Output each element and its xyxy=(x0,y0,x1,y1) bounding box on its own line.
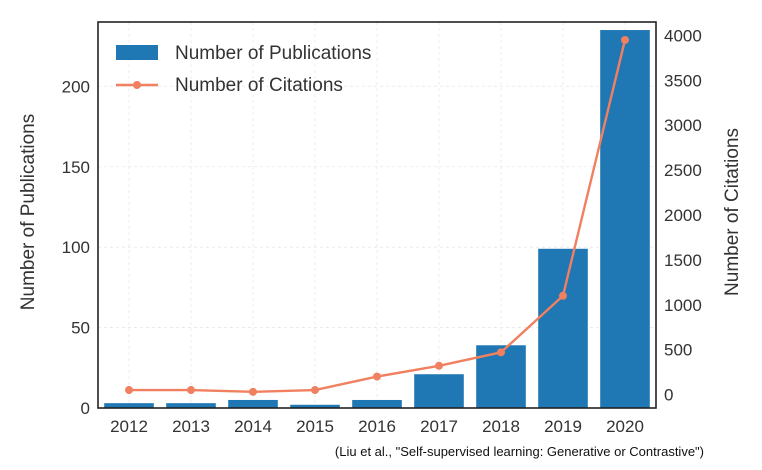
x-tick-label: 2017 xyxy=(420,417,458,436)
legend-label-publications: Number of Publications xyxy=(175,43,371,64)
bar-2015 xyxy=(290,404,340,408)
plot-frame xyxy=(97,21,657,409)
citation-point-2020 xyxy=(621,35,629,44)
y2-tick-label: 500 xyxy=(664,341,692,360)
citation-point-2018 xyxy=(497,348,505,357)
y2-tick-label: 1500 xyxy=(664,251,702,270)
y-tick-label: 200 xyxy=(62,77,90,96)
legend: Number of Publications Number of Citatio… xyxy=(116,43,371,96)
bar-2012 xyxy=(104,403,154,408)
bar-2017 xyxy=(414,374,464,408)
y-tick-label: 0 xyxy=(81,399,90,418)
x-tick-label: 2020 xyxy=(606,417,644,436)
x-tick-label: 2015 xyxy=(296,417,334,436)
legend-bar-swatch xyxy=(116,45,158,60)
y2-tick-label: 4000 xyxy=(664,26,702,45)
y2-tick-labels: 0 500 1000 1500 2000 2500 3000 3500 4000 xyxy=(664,26,702,404)
x-tick-label: 2019 xyxy=(544,417,582,436)
x-tick-label: 2016 xyxy=(358,417,396,436)
legend-line-marker xyxy=(133,81,141,89)
y2-tick-label: 3000 xyxy=(664,116,702,135)
y-tick-labels: 0 50 100 150 200 xyxy=(62,77,90,418)
x-tick-label: 2018 xyxy=(482,417,520,436)
line-layer xyxy=(125,35,629,396)
bar-2020 xyxy=(600,30,650,409)
x-tick-labels: 2012 2013 2014 2015 2016 2017 2018 2019 2020 xyxy=(110,417,644,436)
y2-tick-label: 2000 xyxy=(664,206,702,225)
y-axis-label: Number of Publications xyxy=(18,114,39,310)
citation-point-2015 xyxy=(311,386,319,395)
bar-2016 xyxy=(352,399,402,408)
citation-point-2017 xyxy=(435,361,443,370)
citation-point-2012 xyxy=(125,386,133,395)
x-tick-label: 2012 xyxy=(110,417,148,436)
citation-point-2016 xyxy=(373,372,381,381)
citation-point-2013 xyxy=(187,386,195,395)
y2-axis-label: Number of Citations xyxy=(722,128,743,296)
citation-point-2019 xyxy=(559,291,567,300)
y2-tick-label: 3500 xyxy=(664,71,702,90)
y-tick-label: 50 xyxy=(71,319,90,338)
y2-tick-label: 2500 xyxy=(664,161,702,180)
bar-2019 xyxy=(538,248,588,408)
caption: (Liu et al., "Self-supervised learning: … xyxy=(334,444,704,459)
bar-2014 xyxy=(228,399,278,408)
citation-point-2014 xyxy=(249,387,257,396)
y2-tick-label: 1000 xyxy=(664,296,702,315)
y2-tick-label: 0 xyxy=(664,386,673,405)
legend-label-citations: Number of Citations xyxy=(175,75,343,96)
bar-2013 xyxy=(166,403,216,408)
y-tick-label: 150 xyxy=(62,158,90,177)
x-tick-label: 2014 xyxy=(234,417,272,436)
x-tick-label: 2013 xyxy=(172,417,210,436)
y-tick-label: 100 xyxy=(62,238,90,257)
